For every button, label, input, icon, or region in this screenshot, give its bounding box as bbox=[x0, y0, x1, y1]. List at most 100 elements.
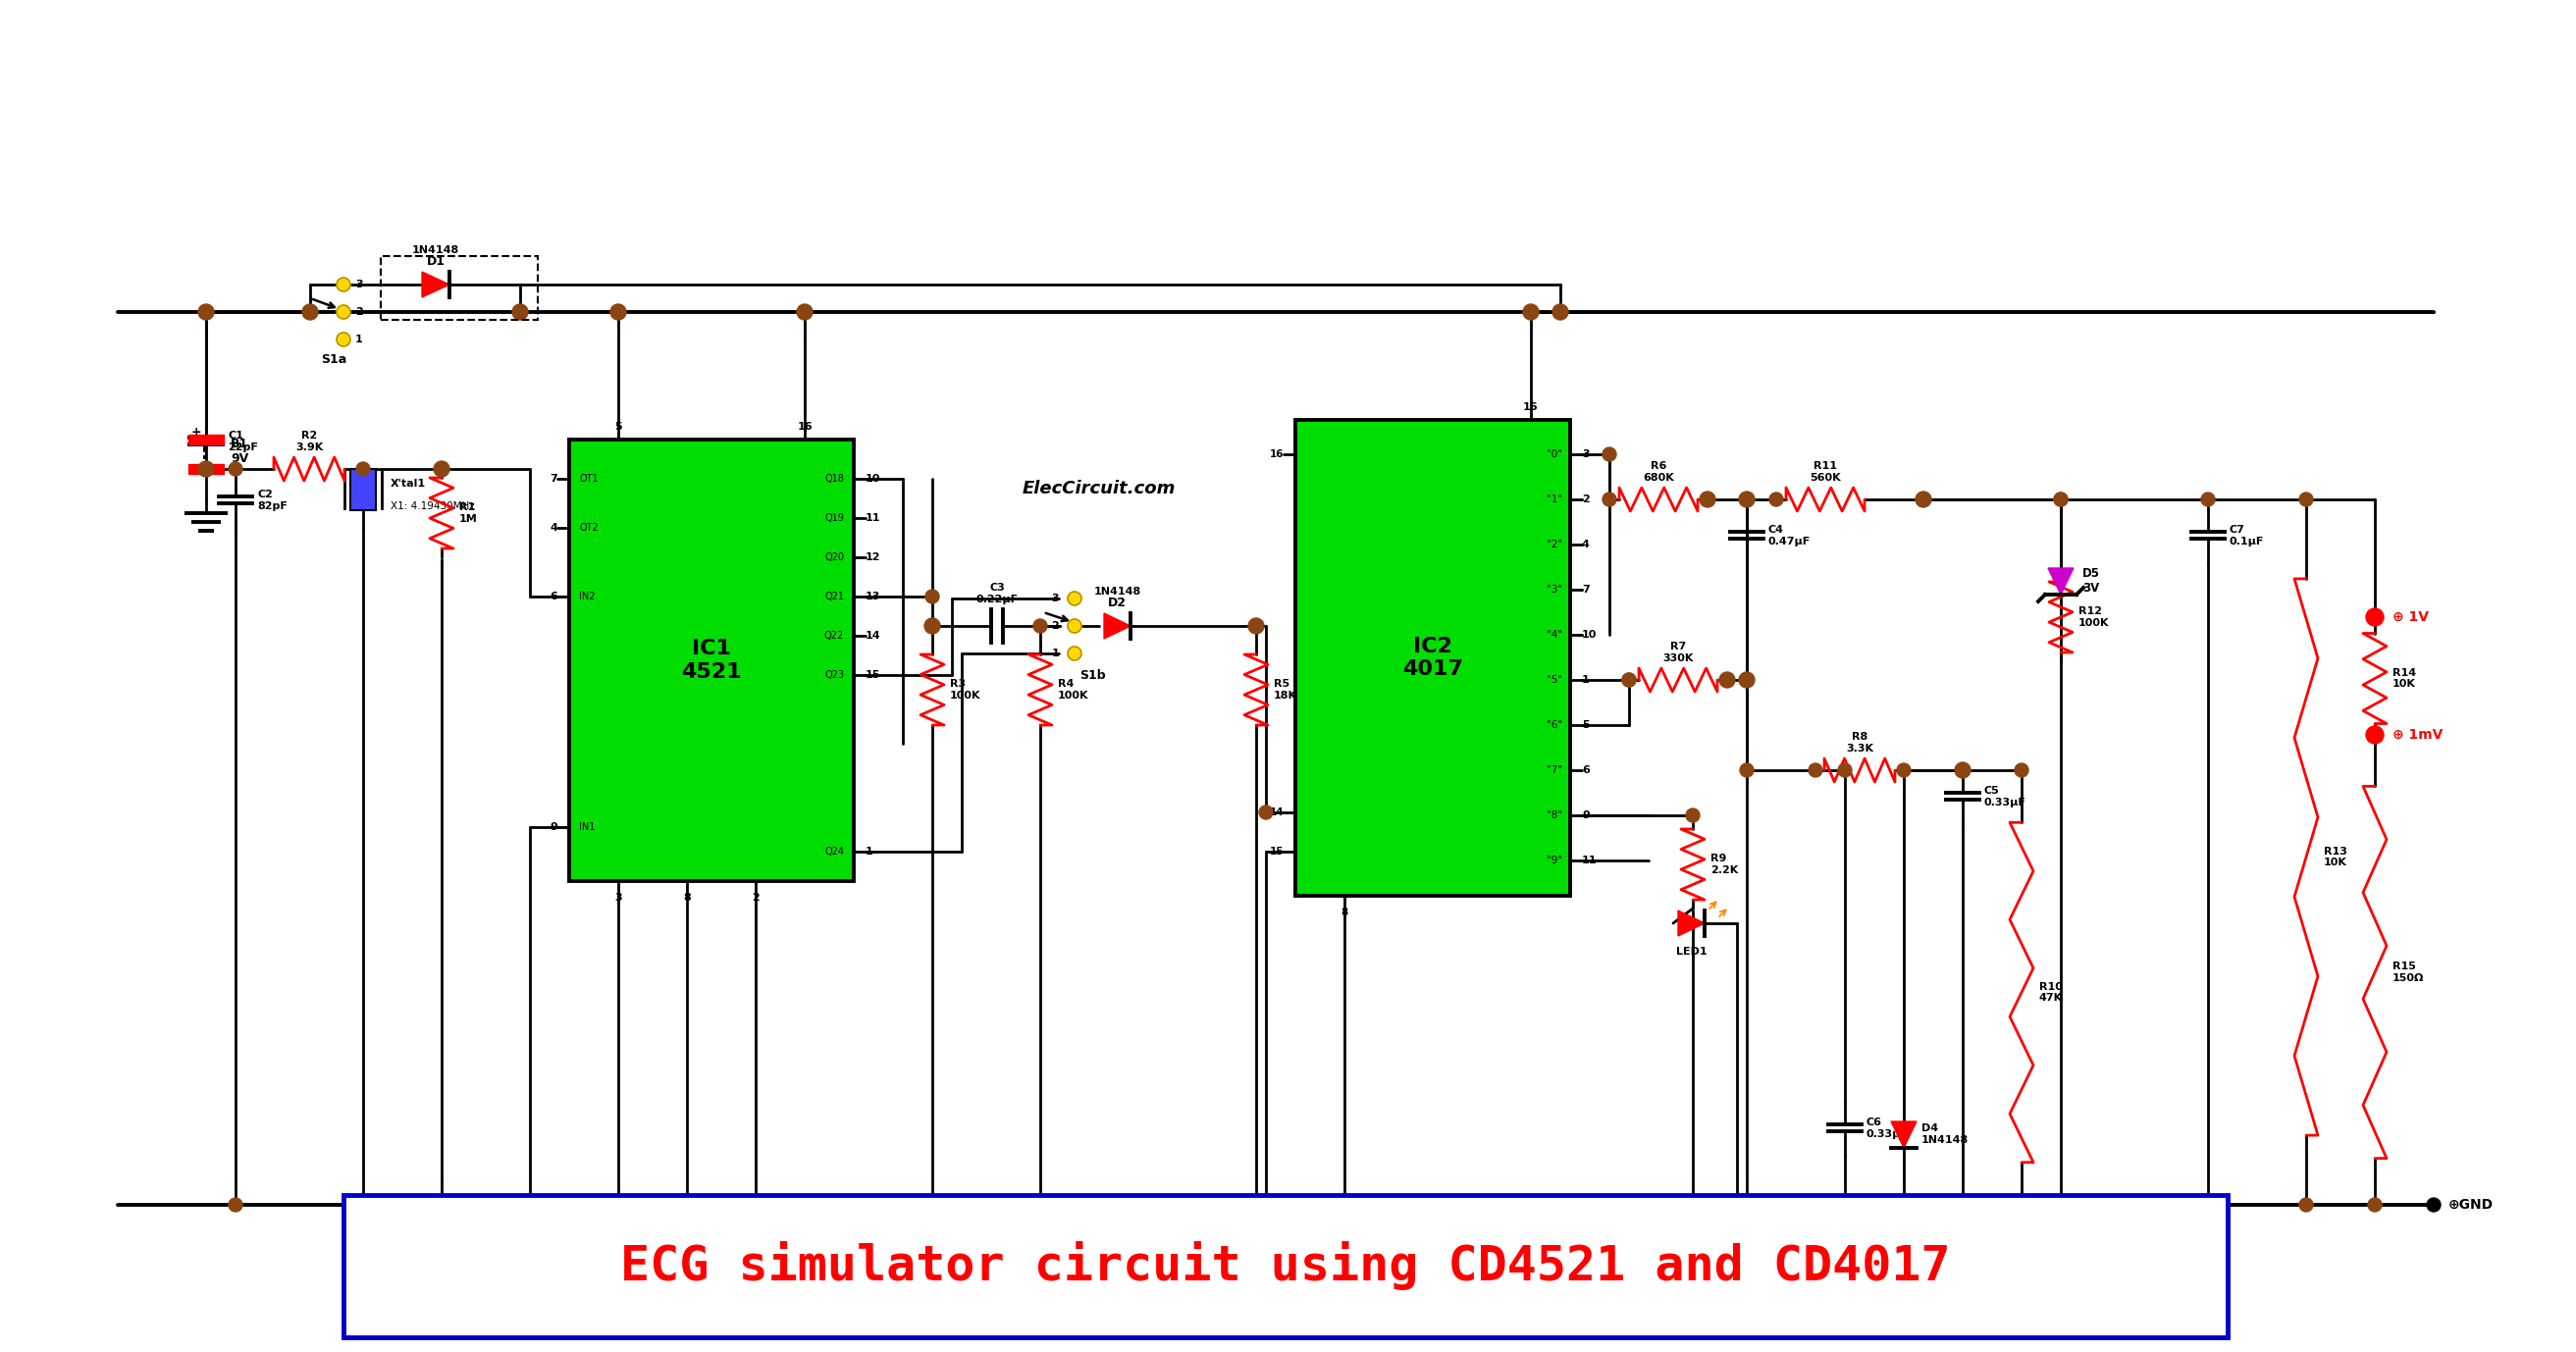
Text: 14: 14 bbox=[866, 631, 881, 641]
Circle shape bbox=[1249, 1198, 1262, 1211]
Text: 4: 4 bbox=[549, 523, 556, 533]
Text: R2
3.9K: R2 3.9K bbox=[296, 431, 322, 453]
Circle shape bbox=[1739, 1198, 1754, 1211]
Circle shape bbox=[1770, 492, 1783, 506]
Circle shape bbox=[355, 1198, 371, 1211]
Polygon shape bbox=[1677, 910, 1705, 936]
Text: 11: 11 bbox=[1582, 856, 1597, 865]
Circle shape bbox=[337, 277, 350, 292]
Circle shape bbox=[1522, 304, 1538, 320]
Text: C5
0.33μF: C5 0.33μF bbox=[1984, 786, 2027, 807]
Circle shape bbox=[2367, 1198, 2383, 1211]
Text: 2: 2 bbox=[1051, 621, 1059, 631]
Text: "3": "3" bbox=[1546, 585, 1561, 595]
Circle shape bbox=[337, 306, 350, 319]
Text: 1N4148: 1N4148 bbox=[1095, 587, 1141, 596]
Text: R15
150Ω: R15 150Ω bbox=[2393, 961, 2424, 983]
Text: 9: 9 bbox=[549, 822, 556, 831]
Circle shape bbox=[355, 462, 371, 476]
Text: LED1: LED1 bbox=[1677, 946, 1708, 957]
Text: IC2
4017: IC2 4017 bbox=[1401, 637, 1463, 679]
Text: "8": "8" bbox=[1546, 810, 1561, 821]
Text: ⊕GND: ⊕GND bbox=[2447, 1198, 2494, 1211]
Text: OT2: OT2 bbox=[580, 523, 598, 533]
Circle shape bbox=[1066, 592, 1082, 606]
Text: D1: D1 bbox=[428, 256, 446, 268]
Text: 7: 7 bbox=[1582, 585, 1589, 595]
Circle shape bbox=[2200, 1198, 2215, 1211]
Circle shape bbox=[611, 1198, 626, 1211]
Text: S1a: S1a bbox=[322, 353, 348, 366]
Text: Q19: Q19 bbox=[824, 514, 845, 523]
Text: R6
680K: R6 680K bbox=[1643, 461, 1674, 483]
Circle shape bbox=[1623, 673, 1636, 687]
Circle shape bbox=[433, 461, 448, 477]
Text: "5": "5" bbox=[1546, 675, 1561, 685]
Text: C3
0.22μF: C3 0.22μF bbox=[976, 583, 1018, 604]
Polygon shape bbox=[1891, 1121, 1917, 1148]
Circle shape bbox=[2427, 1198, 2439, 1211]
Circle shape bbox=[198, 461, 214, 477]
Circle shape bbox=[2300, 492, 2313, 506]
Circle shape bbox=[2200, 492, 2215, 506]
Text: Q21: Q21 bbox=[824, 592, 845, 602]
Text: R11
560K: R11 560K bbox=[1811, 461, 1842, 483]
Circle shape bbox=[611, 304, 626, 320]
Text: C2
82pF: C2 82pF bbox=[258, 489, 289, 511]
Text: "4": "4" bbox=[1546, 630, 1561, 639]
Circle shape bbox=[1739, 764, 1754, 777]
Circle shape bbox=[1623, 673, 1636, 687]
Text: 9: 9 bbox=[1582, 810, 1589, 821]
Circle shape bbox=[1917, 492, 1932, 507]
Text: 13: 13 bbox=[866, 592, 881, 602]
Text: 16: 16 bbox=[1522, 403, 1538, 412]
Circle shape bbox=[1602, 448, 1615, 461]
Circle shape bbox=[1955, 763, 1971, 777]
Circle shape bbox=[925, 1198, 940, 1211]
Circle shape bbox=[1896, 764, 1911, 777]
Circle shape bbox=[1602, 492, 1615, 506]
Circle shape bbox=[1260, 806, 1273, 819]
Circle shape bbox=[1896, 1198, 1911, 1211]
Circle shape bbox=[2053, 1198, 2069, 1211]
Text: Q23: Q23 bbox=[824, 671, 845, 680]
Text: 1: 1 bbox=[866, 846, 873, 857]
Circle shape bbox=[1955, 1198, 1971, 1211]
Text: C4
0.47μF: C4 0.47μF bbox=[1767, 525, 1811, 546]
Text: "9": "9" bbox=[1546, 856, 1561, 865]
Text: IC1
4521: IC1 4521 bbox=[680, 639, 742, 681]
Circle shape bbox=[1033, 1198, 1046, 1211]
Circle shape bbox=[2365, 608, 2383, 626]
Text: S1b: S1b bbox=[1079, 669, 1105, 681]
Circle shape bbox=[1553, 304, 1569, 320]
Circle shape bbox=[229, 1198, 242, 1211]
Circle shape bbox=[1260, 1198, 1273, 1211]
Bar bbox=[188, 434, 224, 445]
Circle shape bbox=[198, 304, 214, 320]
Text: 15: 15 bbox=[866, 671, 881, 680]
Text: "0": "0" bbox=[1546, 449, 1561, 460]
Circle shape bbox=[337, 333, 350, 346]
Text: "1": "1" bbox=[1546, 495, 1561, 504]
Text: 15: 15 bbox=[1270, 846, 1283, 857]
Circle shape bbox=[1718, 672, 1736, 688]
FancyBboxPatch shape bbox=[343, 1195, 2228, 1337]
Text: +: + bbox=[191, 426, 201, 438]
Circle shape bbox=[1739, 492, 1754, 507]
Circle shape bbox=[523, 1198, 536, 1211]
Circle shape bbox=[1033, 619, 1046, 633]
Bar bbox=[381, 256, 538, 320]
Text: ECG simulator circuit using CD4521 and CD4017: ECG simulator circuit using CD4521 and C… bbox=[621, 1241, 1950, 1290]
Text: D5
3V: D5 3V bbox=[2081, 566, 2099, 595]
Text: R12
100K: R12 100K bbox=[2079, 607, 2110, 627]
Text: R8
3.3K: R8 3.3K bbox=[1847, 733, 1873, 753]
Bar bbox=[1296, 420, 1571, 896]
Circle shape bbox=[301, 304, 317, 320]
Circle shape bbox=[1808, 764, 1821, 777]
Text: C6
0.33μF: C6 0.33μF bbox=[1868, 1118, 1909, 1138]
Text: 11: 11 bbox=[866, 514, 881, 523]
Text: B1
9V: B1 9V bbox=[232, 438, 247, 465]
Circle shape bbox=[435, 1198, 448, 1211]
Circle shape bbox=[513, 304, 528, 320]
Text: 8: 8 bbox=[1342, 907, 1347, 918]
